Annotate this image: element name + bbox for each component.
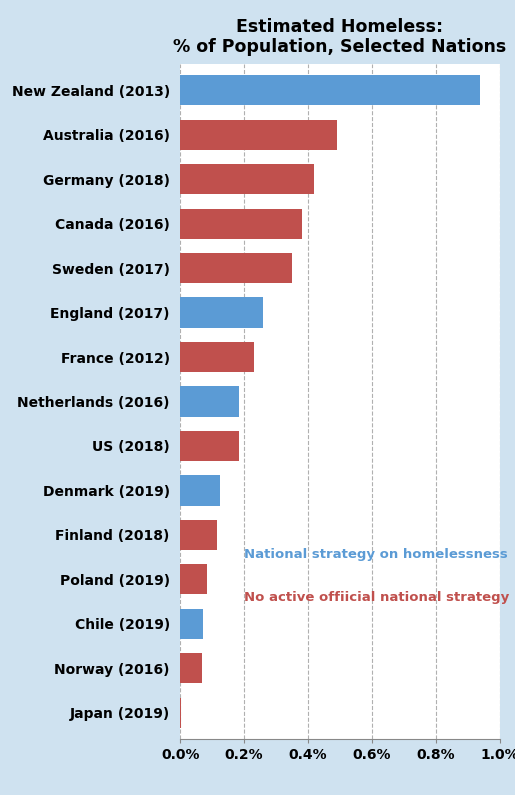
Bar (180, 164, 314, 194)
Bar (180, 609, 203, 639)
Text: No active offiicial national strategy: No active offiicial national strategy (244, 591, 509, 603)
Bar (180, 208, 302, 238)
Bar (180, 475, 220, 506)
Bar (180, 520, 217, 550)
Bar (180, 386, 239, 417)
Bar (180, 253, 292, 283)
Bar (180, 697, 181, 727)
Bar (180, 297, 263, 328)
Text: National strategy on homelessness: National strategy on homelessness (244, 549, 508, 561)
Bar (180, 653, 202, 684)
Bar (180, 119, 337, 149)
Bar (180, 342, 254, 372)
Bar (180, 564, 208, 595)
Bar (180, 76, 480, 106)
Title: Estimated Homeless:
% of Population, Selected Nations: Estimated Homeless: % of Population, Sel… (173, 17, 507, 56)
Bar (180, 431, 239, 461)
